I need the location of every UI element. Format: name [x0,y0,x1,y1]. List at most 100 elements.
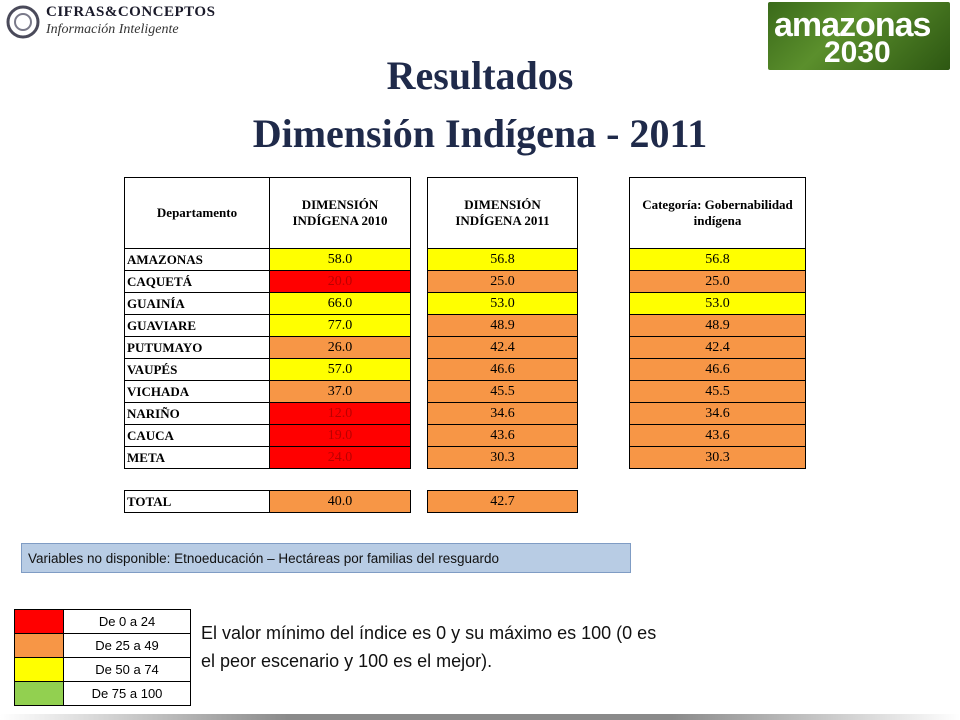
value-2010: 66.0 [269,292,411,315]
table-row: NARIÑO 12.0 [124,402,411,425]
table-row: PUTUMAYO 26.0 [124,336,411,359]
legend-label: De 25 a 49 [63,633,191,658]
value-gobernabilidad: 48.9 [629,314,806,337]
legend-label: De 50 a 74 [63,657,191,682]
value-2010: 20.0 [269,270,411,293]
table-row: 53.0 [629,292,806,315]
value-2011: 56.8 [427,248,578,271]
value-gobernabilidad: 53.0 [629,292,806,315]
value-2010: 19.0 [269,424,411,447]
legend-row: De 75 a 100 [14,681,191,706]
table-row: 30.3 [427,446,578,469]
header-dimension-2010: DIMENSIÓN INDÍGENA 2010 [269,177,411,249]
value-2010: 77.0 [269,314,411,337]
header-dimension-2011: DIMENSIÓN INDÍGENA 2011 [427,177,578,249]
table-row: CAUCA 19.0 [124,424,411,447]
legend-row: De 0 a 24 [14,609,191,634]
value-2011: 34.6 [427,402,578,425]
table-row: META 24.0 [124,446,411,469]
table-row: 53.0 [427,292,578,315]
page-subtitle: Dimensión Indígena - 2011 [252,111,708,156]
value-2011: 46.6 [427,358,578,381]
value-2011: 48.9 [427,314,578,337]
amazonas-logo-text: amazonas [774,6,931,44]
department-name: CAQUETÁ [124,270,270,293]
color-legend: De 0 a 24 De 25 a 49 De 50 a 74 De 75 a 100 [14,609,191,706]
table-row: GUAINÍA 66.0 [124,292,411,315]
table-row: 25.0 [629,270,806,293]
total-label: TOTAL [124,490,270,513]
logo-tagline: Información Inteligente [46,22,179,37]
value-gobernabilidad: 56.8 [629,248,806,271]
total-value-2010: 40.0 [269,490,411,513]
table-dimension-2010: Departamento DIMENSIÓN INDÍGENA 2010 AMA… [124,177,411,513]
header-gobernabilidad: Categoría: Gobernabilidad indígena [629,177,806,249]
table-row: 56.8 [629,248,806,271]
legend-row: De 50 a 74 [14,657,191,682]
amazonas-logo-year: 2030 [824,36,891,69]
table-row: 42.4 [629,336,806,359]
legend-label: De 0 a 24 [63,609,191,634]
value-gobernabilidad: 43.6 [629,424,806,447]
logo-emblem-icon [6,5,40,39]
value-gobernabilidad: 46.6 [629,358,806,381]
table-row: CAQUETÁ 20.0 [124,270,411,293]
value-2010: 58.0 [269,248,411,271]
value-gobernabilidad: 25.0 [629,270,806,293]
department-name: GUAVIARE [124,314,270,337]
value-gobernabilidad: 30.3 [629,446,806,469]
value-2011: 25.0 [427,270,578,293]
table-row: VICHADA 37.0 [124,380,411,403]
department-name: META [124,446,270,469]
department-name: VAUPÉS [124,358,270,381]
department-name: PUTUMAYO [124,336,270,359]
header-departamento: Departamento [124,177,270,249]
table-row: 46.6 [629,358,806,381]
value-2010: 12.0 [269,402,411,425]
table-row: 48.9 [629,314,806,337]
value-2011: 43.6 [427,424,578,447]
logo-name: CIFRAS&CONCEPTOS [46,4,216,20]
legend-row: De 25 a 49 [14,633,191,658]
table-row: 56.8 [427,248,578,271]
department-name: CAUCA [124,424,270,447]
table-row: VAUPÉS 57.0 [124,358,411,381]
value-2011: 45.5 [427,380,578,403]
table-row: 42.4 [427,336,578,359]
table-row: 25.0 [427,270,578,293]
unavailable-variables-note: Variables no disponible: Etnoeducación –… [21,543,631,573]
table-row: AMAZONAS 58.0 [124,248,411,271]
footer-divider [0,714,960,720]
department-name: GUAINÍA [124,292,270,315]
value-2011: 30.3 [427,446,578,469]
table-row: 34.6 [629,402,806,425]
value-2011: 53.0 [427,292,578,315]
value-2011: 42.4 [427,336,578,359]
legend-swatch [14,633,64,658]
value-2010: 37.0 [269,380,411,403]
table-row: 43.6 [629,424,806,447]
value-gobernabilidad: 42.4 [629,336,806,359]
table-row: 48.9 [427,314,578,337]
table-row: 46.6 [427,358,578,381]
table-row: 34.6 [427,402,578,425]
cifras-conceptos-logo: CIFRAS&CONCEPTOS Información Inteligente [6,2,236,46]
legend-swatch [14,681,64,706]
index-description: El valor mínimo del índice es 0 y su máx… [201,623,657,671]
value-2010: 57.0 [269,358,411,381]
table-row: 43.6 [427,424,578,447]
page-title: Resultados [386,53,574,98]
table-row: 45.5 [629,380,806,403]
table-row: GUAVIARE 77.0 [124,314,411,337]
table-row: 30.3 [629,446,806,469]
table-gobernabilidad: Categoría: Gobernabilidad indígena 56.8 2… [629,177,806,469]
total-value-2011: 42.7 [427,490,578,513]
department-name: AMAZONAS [124,248,270,271]
value-gobernabilidad: 34.6 [629,402,806,425]
legend-swatch [14,609,64,634]
department-name: VICHADA [124,380,270,403]
value-gobernabilidad: 45.5 [629,380,806,403]
value-2010: 24.0 [269,446,411,469]
amazonas-2030-logo: amazonas 2030 [768,2,950,70]
table-dimension-2011: DIMENSIÓN INDÍGENA 2011 56.8 25.0 53.0 48.9… [427,177,578,513]
